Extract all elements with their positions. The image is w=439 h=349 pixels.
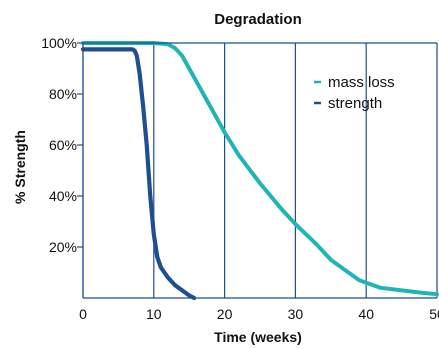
y-tick-label-80: 80% [49, 86, 77, 102]
x-tick-label-10: 10 [146, 306, 162, 322]
chart-title: Degradation [214, 11, 302, 28]
mass-loss-line [81, 41, 439, 297]
x-tick-label-40: 40 [358, 306, 374, 322]
x-tick-label-50: 50 [429, 306, 439, 322]
y-tick-label-40: 40% [49, 188, 77, 204]
y-tick-label-100: 100% [41, 35, 77, 51]
legend-strength-label: strength [328, 95, 382, 112]
legend: mass loss strength [314, 74, 395, 112]
y-tick-label-60: 60% [49, 137, 77, 153]
x-axis-label: Time (weeks) [214, 329, 302, 345]
legend-mass-loss-label: mass loss [328, 74, 395, 91]
x-tick-label-30: 30 [288, 306, 304, 322]
tick-label-layer: 0 10 20 30 40 50 20% 40% 60% 80% 100% [41, 35, 439, 322]
y-axis-label: % Strength [12, 130, 28, 204]
x-tick-label-20: 20 [217, 306, 233, 322]
series-layer [80, 41, 439, 301]
strength-line [80, 47, 197, 301]
axis-layer [77, 42, 437, 299]
x-tick-label-0: 0 [79, 306, 87, 322]
y-tick-label-20: 20% [49, 239, 77, 255]
